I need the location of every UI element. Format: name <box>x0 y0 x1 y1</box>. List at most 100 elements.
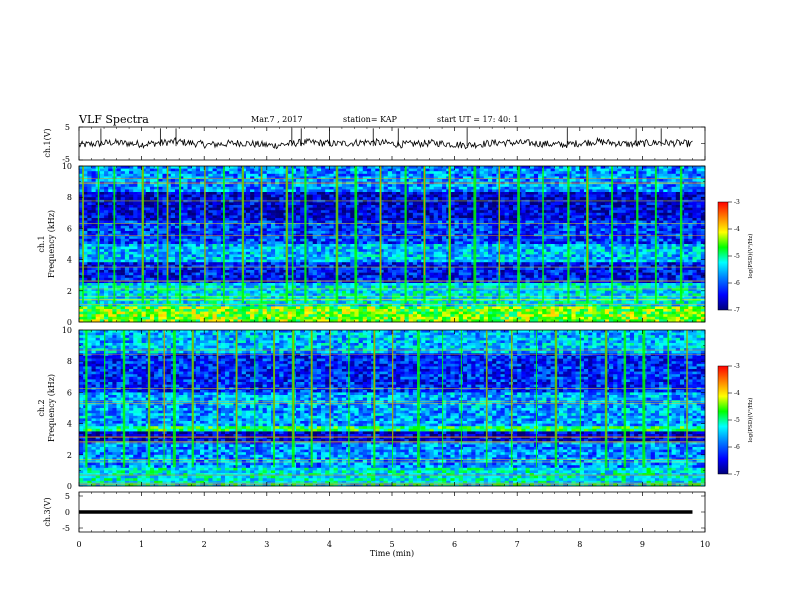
ch1-spectrogram-cell <box>87 280 92 284</box>
ch1-spectrogram-cell <box>87 189 92 193</box>
ch1-spectrogram-cell <box>129 194 134 198</box>
ch1-spectrogram-cell <box>108 173 113 177</box>
ch1-spectrogram-cell <box>254 223 259 227</box>
ch1-spectrogram-cell <box>291 231 297 234</box>
ch1-spectrogram-cell <box>362 306 368 310</box>
ch1-spectrogram-cell <box>162 306 167 310</box>
ch1-spectrogram-cell <box>300 264 305 268</box>
ch1-spectrogram-cell <box>337 225 343 229</box>
ch1-spectrogram-cell <box>279 199 284 203</box>
ch1-spectrogram-cell <box>296 270 301 273</box>
ch1-spectrogram-cell <box>404 192 409 195</box>
ch1-spectrogram-cell <box>225 225 230 229</box>
ch1-spectrogram-cell <box>99 225 105 229</box>
ch1-spectrogram-cell <box>379 283 384 286</box>
ch1-spectrogram-cell <box>258 303 263 307</box>
ch1-spectrogram-cell <box>174 173 180 177</box>
ch1-spectrogram-cell <box>362 319 368 323</box>
ch1-spectrogram-cell <box>200 272 205 276</box>
ch1-spectrogram-cell <box>400 293 405 297</box>
ch1-spectrogram-cell <box>229 181 234 185</box>
ch1-spectrogram-cell <box>316 267 322 271</box>
ch1-spectrogram-cell <box>379 189 384 193</box>
ch1-spectrogram-cell <box>187 238 192 242</box>
ch1-spectrogram-cell <box>300 306 305 310</box>
ch1-spectrogram-cell <box>204 254 209 258</box>
ch1-spectrogram-cell <box>346 176 351 180</box>
ch1-spectrogram-cell <box>308 251 313 255</box>
ch1-spectrogram-cell <box>87 236 92 240</box>
ch1-spectrogram-cell <box>83 267 88 271</box>
ch1-spectrogram-cell <box>200 236 205 240</box>
ch1-spectrogram-cell <box>262 241 268 245</box>
ch1-spectrogram-cell <box>195 301 201 305</box>
ch1-spectrogram-cell <box>341 259 347 263</box>
ch1-spectrogram-cell <box>387 202 393 206</box>
ch1-spectrogram-cell <box>124 186 130 190</box>
ch1-spectrogram-cell <box>170 205 176 208</box>
ch1-spectrogram-cell <box>400 301 405 305</box>
ch1-spectrogram-cell <box>325 314 330 318</box>
ch1-spectrogram-cell <box>145 210 151 214</box>
ch1-spectrogram-cell <box>191 283 197 286</box>
ch1-spectrogram-cell <box>187 246 192 250</box>
ch1-spectrogram-cell <box>275 311 280 315</box>
ch1-spectrogram-cell <box>158 199 163 203</box>
ch1-spectrogram-cell <box>287 251 293 255</box>
ch1-spectrogram-cell <box>325 254 330 258</box>
ch1-spectrogram-cell <box>191 267 197 271</box>
ch1-spectrogram-cell <box>83 293 88 297</box>
ch1-spectrogram-cell <box>312 283 318 286</box>
ch1-spectrogram-cell <box>137 283 142 286</box>
ch1-spectrogram-cell <box>225 288 230 292</box>
ch1-spectrogram-cell <box>87 306 92 310</box>
ch1-spectrogram-cell <box>200 168 205 172</box>
ch1-spectrogram-cell <box>283 309 288 312</box>
ch1-spectrogram-cell <box>237 309 243 312</box>
ch1-spectrogram-cell <box>254 264 259 268</box>
ch1-spectrogram-cell <box>300 293 305 297</box>
ch1-spectrogram-cell <box>187 231 192 234</box>
ch1-spectrogram-cell <box>99 285 105 289</box>
ch1-spectrogram-cell <box>337 259 343 263</box>
ch1-spectrogram-cell <box>408 319 414 323</box>
ch1-spectrogram-cell <box>270 309 276 312</box>
ch1-spectrogram-cell <box>250 316 255 320</box>
ch1-spectrogram-cell <box>216 249 222 253</box>
ch1-spectrogram-cell <box>375 173 380 177</box>
ch1-spectrogram-cell <box>350 202 355 206</box>
ch1-spectrogram-cell <box>316 244 322 247</box>
ch1-spectrogram-cell <box>149 202 155 206</box>
ch1-spectrogram-cell <box>158 228 163 232</box>
ch1-spectrogram-cell <box>304 259 309 263</box>
ch1-spectrogram-cell <box>129 319 134 323</box>
ch1-spectrogram-cell <box>124 296 130 299</box>
ch1-spectrogram-cell <box>225 285 230 289</box>
ch1-spectrogram-cell <box>208 194 213 198</box>
ch1-spectrogram-cell <box>379 186 384 190</box>
ch1-spectrogram-cell <box>325 171 330 175</box>
ch1-spectrogram-cell <box>287 194 293 198</box>
ch1-spectrogram-cell <box>341 301 347 305</box>
ch1-spectrogram-cell <box>358 218 364 221</box>
ch1-spectrogram-cell <box>270 212 276 216</box>
ch1-spectrogram-cell <box>341 233 347 237</box>
ch1-spectrogram-cell <box>337 244 343 247</box>
ch1-spectrogram-cell <box>216 179 222 182</box>
ch1-spectrogram-cell <box>91 259 96 263</box>
ch1-spectrogram-cell <box>379 285 384 289</box>
ch1-spectrogram-cell <box>183 205 188 208</box>
ch1-spectrogram-cell <box>279 197 284 201</box>
ch1-spectrogram-cell <box>204 272 209 276</box>
ch1-spectrogram-cell <box>250 290 255 294</box>
ch1-spectrogram-cell <box>79 179 84 182</box>
ch1-spectrogram-cell <box>337 194 343 198</box>
ch1-spectrogram-cell <box>291 254 297 258</box>
ch1-spectrogram-cell <box>270 259 276 263</box>
ch1-spectrogram-cell <box>321 220 326 224</box>
figure-title: VLF Spectra <box>78 113 149 126</box>
ch1-spectrogram-cell <box>371 233 376 237</box>
ch1-spectrogram-cell <box>404 179 409 182</box>
ch1-spectrogram-cell <box>375 251 380 255</box>
ch1-spectrogram-cell <box>266 202 272 206</box>
